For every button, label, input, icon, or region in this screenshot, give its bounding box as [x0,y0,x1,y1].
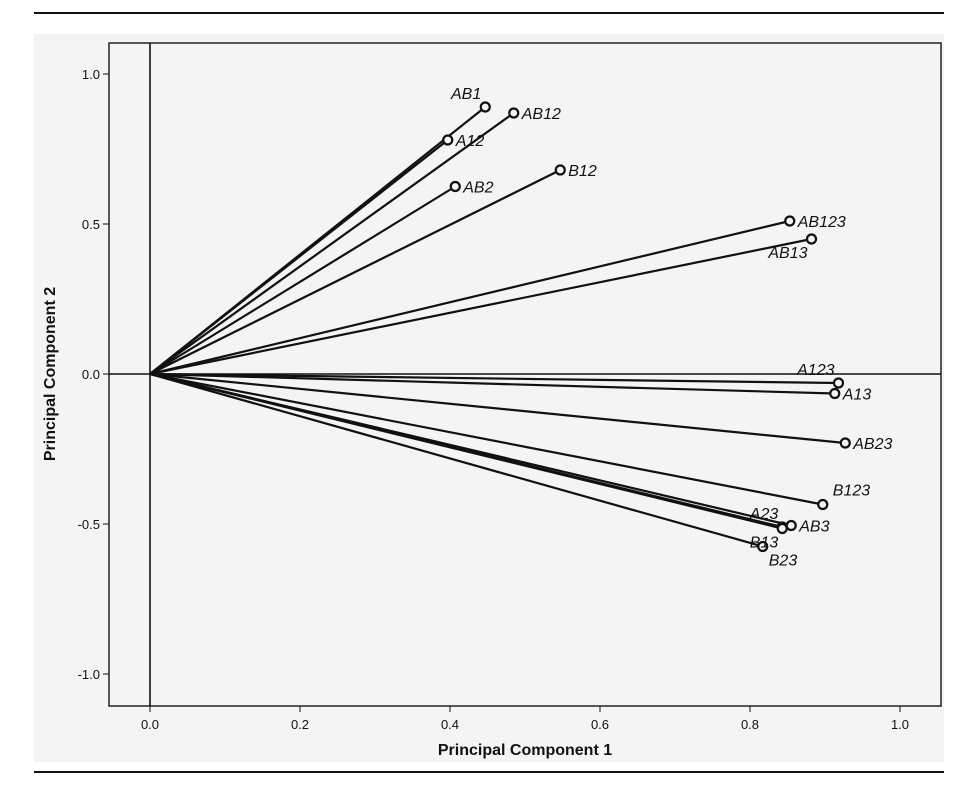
point-label: AB23 [852,436,892,453]
vector-line [149,139,449,375]
vector-line [149,169,561,375]
point-marker [832,377,845,389]
vector-line [149,112,515,375]
point-marker [776,522,788,535]
y-axis-title: Principal Component 2 [42,287,59,461]
point-marker [839,437,851,449]
x-tick-label: 0.0 [141,717,159,732]
point-label: A123 [796,362,834,379]
vector-line [149,237,812,376]
y-tick-label: -1.0 [78,667,100,682]
point-marker [508,107,520,119]
point-marker [479,101,491,113]
bottom-rule [34,771,944,773]
point-label: AB3 [798,519,829,536]
point-label: A13 [842,387,872,404]
vector-line [149,372,839,385]
vector-line [149,372,764,548]
point-marker [805,233,818,245]
top-rule [34,12,944,14]
vector-line [149,185,456,375]
point-marker [757,540,769,553]
point-label: B123 [833,483,870,500]
point-marker [784,215,796,227]
point-label: AB1 [450,86,481,103]
x-tick-label: 0.6 [591,717,609,732]
vector-line [149,372,835,395]
vector-line [149,372,846,445]
y-tick-label: 0.5 [82,217,100,232]
y-tick-label: 1.0 [82,67,100,82]
vector-line [149,372,823,506]
point-label: AB123 [797,214,846,231]
x-tick-label: 0.8 [741,717,759,732]
point-label: AB13 [767,245,807,262]
point-label: A23 [749,506,779,523]
x-tick-label: 0.4 [441,717,459,732]
x-tick-label: 1.0 [891,717,909,732]
point-label: B12 [568,163,597,180]
point-marker [829,387,841,400]
point-marker [449,180,461,193]
x-tick-label: 0.2 [291,717,309,732]
point-label: AB2 [462,180,493,197]
point-label: A12 [455,133,485,150]
point-marker [442,134,454,146]
vector-line [149,372,783,530]
y-tick-label: -0.5 [78,517,100,532]
vector-line [149,219,791,376]
y-tick-label: 0.0 [82,367,100,382]
point-marker [554,164,566,176]
x-axis-title: Principal Component 1 [438,742,612,759]
point-label: B23 [769,553,798,570]
point-label: AB12 [521,106,561,123]
point-label: B13 [750,535,779,552]
point-marker [785,519,797,532]
point-marker [817,498,829,511]
